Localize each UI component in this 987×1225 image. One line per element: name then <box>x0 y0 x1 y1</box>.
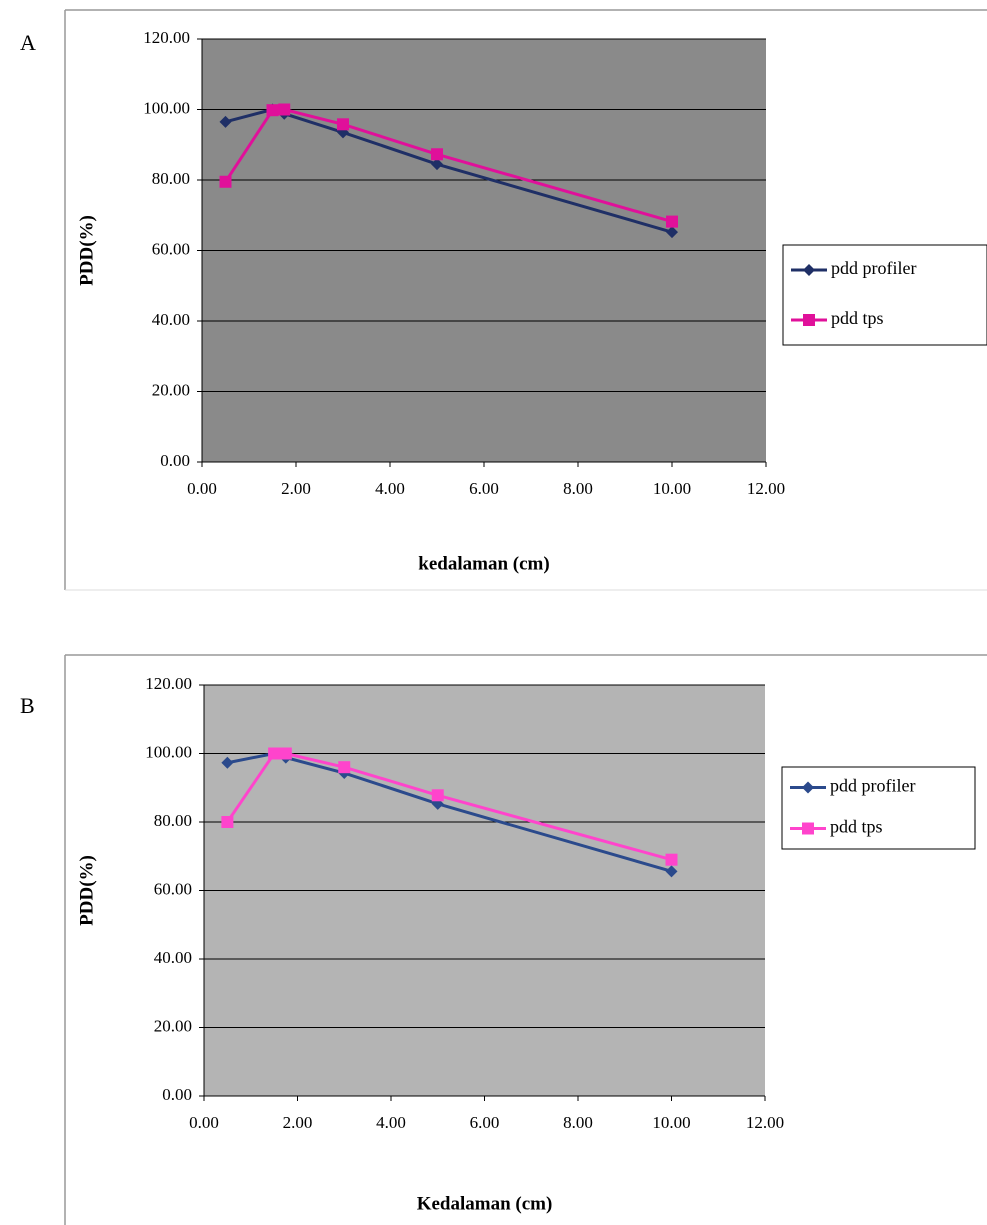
y-tick-label: 120.00 <box>145 674 192 693</box>
x-tick-label: 4.00 <box>376 1113 406 1132</box>
y-axis-title: PDD(%) <box>76 855 97 926</box>
y-tick-label: 80.00 <box>154 811 192 830</box>
x-axis-title: kedalaman (cm) <box>418 553 549 574</box>
panel-label: B <box>20 693 35 718</box>
x-tick-label: 10.00 <box>652 1113 690 1132</box>
y-tick-label: 0.00 <box>162 1085 192 1104</box>
x-tick-label: 4.00 <box>375 479 405 498</box>
y-tick-label: 100.00 <box>143 98 190 117</box>
y-tick-label: 20.00 <box>152 380 190 399</box>
x-tick-label: 0.00 <box>189 1113 219 1132</box>
x-tick-label: 12.00 <box>747 479 785 498</box>
legend-label: pdd tps <box>831 308 884 328</box>
y-tick-label: 0.00 <box>160 451 190 470</box>
figure: A 0.00 20.00 40.00 60.00 80.00 100.00 120.00 0.0… <box>0 0 987 1225</box>
data-point <box>220 176 232 188</box>
y-tick-label: 80.00 <box>152 169 190 188</box>
x-tick-label: 0.00 <box>187 479 217 498</box>
y-tick-label: 120.00 <box>143 28 190 47</box>
data-point <box>432 789 444 801</box>
x-tick-label: 2.00 <box>283 1113 313 1132</box>
x-tick-label: 6.00 <box>470 1113 500 1132</box>
legend-label: pdd profiler <box>830 776 915 796</box>
legend-marker <box>803 314 815 326</box>
x-tick-label: 8.00 <box>563 479 593 498</box>
data-point <box>666 216 678 228</box>
data-point <box>278 104 290 116</box>
x-tick-label: 10.00 <box>653 479 691 498</box>
data-point <box>268 748 280 760</box>
y-tick-label: 100.00 <box>145 742 192 761</box>
data-point <box>267 104 279 116</box>
data-point <box>280 748 292 760</box>
panel-label: A <box>20 30 36 55</box>
data-point <box>666 854 678 866</box>
y-tick-label: 40.00 <box>154 948 192 967</box>
data-point <box>431 148 443 160</box>
x-tick-label: 12.00 <box>746 1113 784 1132</box>
data-point <box>337 118 349 130</box>
legend-label: pdd tps <box>830 817 883 837</box>
x-tick-label: 8.00 <box>563 1113 593 1132</box>
y-tick-label: 60.00 <box>152 239 190 258</box>
x-axis-title: Kedalaman (cm) <box>417 1193 553 1214</box>
legend-label: pdd profiler <box>831 258 916 278</box>
data-point <box>338 761 350 773</box>
data-point <box>221 816 233 828</box>
y-tick-label: 60.00 <box>154 879 192 898</box>
legend-marker <box>802 823 814 835</box>
x-tick-label: 6.00 <box>469 479 499 498</box>
y-tick-label: 40.00 <box>152 310 190 329</box>
y-axis-title: PDD(%) <box>76 215 97 286</box>
x-tick-label: 2.00 <box>281 479 311 498</box>
y-tick-label: 20.00 <box>154 1016 192 1035</box>
